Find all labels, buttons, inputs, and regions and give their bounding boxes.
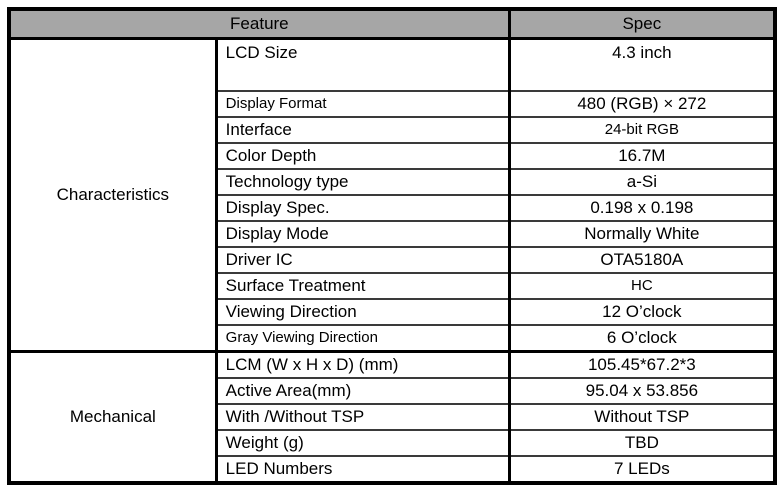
spec-column-header: Spec bbox=[509, 9, 775, 40]
spec-cell: 105.45*67.2*3 bbox=[509, 349, 775, 379]
spec-cell: Normally White bbox=[509, 220, 775, 248]
table-row: Technology type a-Si bbox=[9, 168, 775, 196]
table-row: Interface 24-bit RGB bbox=[9, 116, 775, 144]
feature-cell: Display Mode bbox=[216, 220, 511, 248]
spec-cell: OTA5180A bbox=[509, 246, 775, 274]
spec-cell: 480 (RGB) × 272 bbox=[509, 90, 775, 118]
table-row: Surface Treatment HC bbox=[9, 272, 775, 300]
table-row: Display Mode Normally White bbox=[9, 220, 775, 248]
feature-cell: Gray Viewing Direction bbox=[216, 324, 511, 351]
feature-cell: Weight (g) bbox=[216, 429, 511, 457]
feature-cell: Viewing Direction bbox=[216, 298, 511, 326]
table-row: Driver IC OTA5180A bbox=[9, 246, 775, 274]
spec-cell: Without TSP bbox=[509, 403, 775, 431]
feature-cell: With /Without TSP bbox=[216, 403, 511, 431]
spec-cell: TBD bbox=[509, 429, 775, 457]
feature-cell: Technology type bbox=[216, 168, 511, 196]
spec-cell: 16.7M bbox=[509, 142, 775, 170]
section-label-characteristics: Characteristics bbox=[9, 38, 218, 351]
spec-cell: 12 O’clock bbox=[509, 298, 775, 326]
spec-cell: HC bbox=[509, 272, 775, 300]
table-row: Viewing Direction 12 O’clock bbox=[9, 298, 775, 326]
spec-cell: 7 LEDs bbox=[613, 458, 670, 478]
feature-cell: Driver IC bbox=[216, 246, 511, 274]
feature-cell: LCD Size bbox=[216, 38, 511, 92]
table-row: Weight (g) TBD bbox=[9, 429, 775, 457]
table-row: Display Format 480 (RGB) × 272 bbox=[9, 90, 775, 118]
table-row: Display Spec. 0.198 x 0.198 bbox=[9, 194, 775, 222]
table-row: Mechanical LCM (W x H x D) (mm) 105.45*6… bbox=[9, 349, 775, 483]
table-row: Active Area(mm) 95.04 x 53.856 bbox=[9, 377, 775, 405]
spec-cell: 4.3 inch bbox=[509, 38, 775, 92]
section-label-mechanical: Mechanical bbox=[9, 349, 218, 483]
spec-cell: 24-bit RGB bbox=[509, 116, 775, 144]
table-row: Gray Viewing Direction 6 O’clock bbox=[9, 324, 775, 351]
header-row: Feature Spec bbox=[9, 9, 775, 40]
table-row: Color Depth 16.7M bbox=[9, 142, 775, 170]
feature-cell: Display Format bbox=[216, 90, 511, 118]
feature-column-header: Feature bbox=[9, 9, 511, 40]
table-row: With /Without TSP Without TSP bbox=[9, 403, 775, 431]
feature-cell: Surface Treatment bbox=[216, 272, 511, 300]
spec-cell: 95.04 x 53.856 bbox=[509, 377, 775, 405]
spec-cell: 0.198 x 0.198 bbox=[509, 194, 775, 222]
spec-cell: a-Si bbox=[509, 168, 775, 196]
table-row: LED Numbers 7 LEDs bbox=[9, 455, 775, 483]
table-row: Characteristics LCD Size 4.3 inch bbox=[9, 38, 775, 351]
spec-cell: 6 O’clock bbox=[606, 327, 677, 347]
feature-cell: Display Spec. bbox=[216, 194, 511, 222]
feature-cell: Active Area(mm) bbox=[216, 377, 511, 405]
feature-cell: Interface bbox=[216, 116, 511, 144]
spec-table: Feature Spec Characteristics LCD Size 4.… bbox=[7, 7, 777, 485]
feature-cell: Color Depth bbox=[216, 142, 511, 170]
feature-cell: LCM (W x H x D) (mm) bbox=[216, 349, 511, 379]
feature-cell: LED Numbers bbox=[216, 455, 511, 483]
